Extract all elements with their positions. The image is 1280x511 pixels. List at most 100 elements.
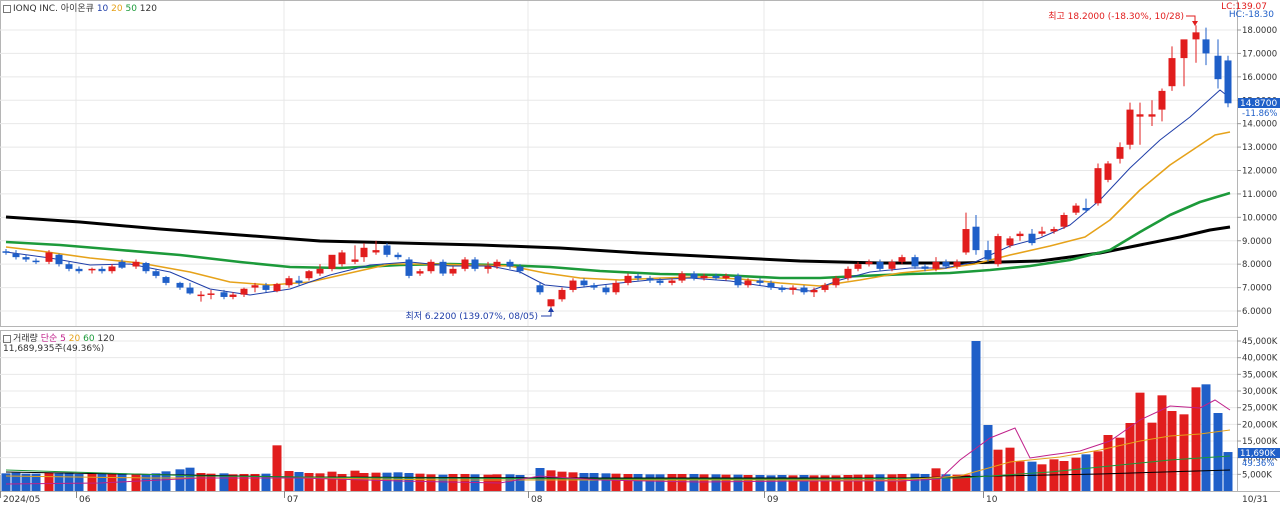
candle <box>98 266 106 274</box>
candle <box>911 254 919 269</box>
ma-line-120 <box>5 215 1231 265</box>
volume-bar <box>1125 423 1135 491</box>
volume-bar <box>250 474 260 491</box>
candle <box>767 280 775 290</box>
candle <box>251 282 259 293</box>
volume-bar <box>535 468 545 491</box>
current-price-tag <box>1238 98 1280 108</box>
volume-bar <box>623 474 633 491</box>
candle <box>844 266 852 281</box>
volume-bar <box>261 473 271 491</box>
lc-label: LC:139.07 <box>1221 2 1267 12</box>
volume-bar <box>546 470 556 491</box>
volume-bar <box>1103 435 1113 491</box>
candle <box>75 266 83 274</box>
ma-label-50: 50 <box>125 4 137 14</box>
candle <box>207 289 215 300</box>
candle <box>405 257 413 279</box>
candle <box>273 282 281 293</box>
volume-bar <box>315 473 325 491</box>
candle <box>416 268 424 276</box>
volume-bar <box>864 474 874 491</box>
x-axis-label: 08 <box>531 495 543 505</box>
volume-bar <box>371 472 381 491</box>
volume-bar <box>393 472 403 491</box>
candle <box>722 273 730 281</box>
ma-line-50 <box>5 191 1231 280</box>
price-tick-label: 8.0000 <box>1242 260 1272 270</box>
candle <box>778 285 786 293</box>
x-axis-label: 2024/05 <box>3 495 40 505</box>
volume-bar <box>31 473 41 491</box>
candle <box>1028 229 1036 246</box>
candle <box>262 282 270 293</box>
volume-bar <box>1213 413 1223 491</box>
volume-bar <box>667 474 677 491</box>
candle <box>668 278 676 286</box>
candle <box>1192 25 1200 63</box>
candle <box>932 257 940 272</box>
volume-tick-label: 25,000K <box>1242 404 1278 414</box>
candle <box>1050 226 1058 234</box>
price-tick-label: 16.0000 <box>1242 73 1277 83</box>
candle <box>2 248 10 255</box>
candle <box>162 275 170 286</box>
volume-bar <box>1005 447 1015 491</box>
volume-tick-label: 10,000K <box>1242 454 1278 464</box>
price-tick-label: 11.0000 <box>1242 190 1277 200</box>
price-tick-label: 6.0000 <box>1242 307 1272 317</box>
volume-bar <box>568 472 578 491</box>
volume-bar <box>601 473 611 491</box>
candle <box>328 254 336 272</box>
candle <box>1082 198 1090 213</box>
price-tick-label: 13.0000 <box>1242 143 1277 153</box>
candle <box>516 264 524 274</box>
price-tick-label: 14.0000 <box>1242 120 1277 130</box>
volume-bar <box>766 475 776 491</box>
candle <box>634 273 642 281</box>
candle <box>240 287 248 297</box>
volume-bar <box>1015 461 1025 491</box>
volume-bar <box>983 425 993 491</box>
panel-menu-icon[interactable] <box>3 334 11 343</box>
volume-bar <box>1201 384 1211 491</box>
candle <box>1006 236 1014 248</box>
volume-bar <box>97 473 107 491</box>
candle <box>569 278 577 293</box>
volume-bar <box>1167 411 1177 491</box>
candle <box>118 259 126 269</box>
volume-bar <box>557 471 567 491</box>
high-arrow-icon <box>1186 15 1196 23</box>
volume-bar <box>733 474 743 491</box>
candle <box>612 280 620 295</box>
candle <box>876 259 884 272</box>
candle <box>449 266 457 276</box>
vol-ma-label-5: 5 <box>60 334 66 344</box>
volume-bar <box>404 473 414 491</box>
volume-bar <box>294 472 304 491</box>
candle <box>800 285 808 295</box>
volume-bar <box>788 475 798 491</box>
volume-bar <box>415 473 425 491</box>
volume-bar <box>64 473 74 491</box>
volume-bar <box>993 449 1003 491</box>
volume-bar <box>151 473 161 491</box>
candle <box>994 233 1002 267</box>
candle <box>1136 102 1144 145</box>
volume-bar <box>1147 422 1157 491</box>
volume-tick-label: 45,000K <box>1242 337 1278 347</box>
volume-title: 거래량 <box>13 334 38 344</box>
candle <box>1168 46 1176 91</box>
candle <box>1224 55 1232 108</box>
candle <box>712 273 720 281</box>
volume-bar <box>1 473 11 491</box>
volume-bar <box>611 473 621 491</box>
panel-menu-icon[interactable] <box>3 4 11 13</box>
candle <box>898 254 906 265</box>
candle <box>197 291 205 302</box>
price-tick-label: 18.0000 <box>1242 26 1277 36</box>
volume-bar <box>677 474 687 491</box>
low-annotation: 최저 6.2200 (139.07%, 08/05) <box>406 311 539 322</box>
candle <box>186 282 194 295</box>
